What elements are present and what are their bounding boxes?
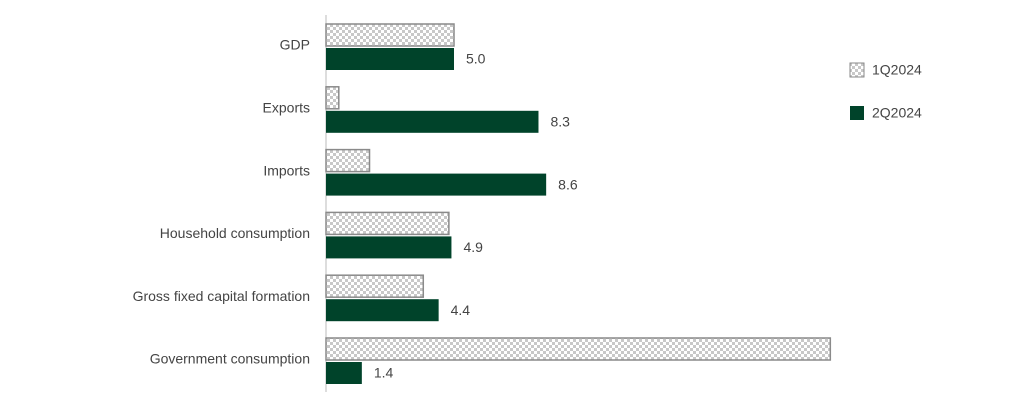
value-label: 5.0	[466, 51, 486, 67]
y-tick-label: Household consumption	[160, 225, 310, 241]
bar	[326, 299, 439, 322]
bar	[325, 148, 371, 173]
value-label: 1.4	[374, 365, 394, 381]
bar	[325, 274, 425, 298]
value-label: 4.9	[463, 239, 483, 255]
bar	[326, 236, 452, 259]
bar	[326, 48, 454, 70]
bar	[325, 337, 832, 361]
legend-swatch	[850, 106, 864, 120]
y-tick-label: Imports	[263, 162, 310, 178]
bar	[326, 362, 362, 384]
legend-label: 2Q2024	[872, 105, 922, 121]
value-label: 8.6	[558, 176, 578, 192]
y-tick-label: Exports	[263, 100, 310, 116]
legend-swatch	[849, 62, 865, 78]
bar	[326, 110, 539, 133]
bar	[325, 86, 340, 110]
bar	[325, 211, 450, 236]
value-label: 8.3	[550, 114, 570, 130]
legend-label: 1Q2024	[872, 62, 922, 78]
y-tick-label: GDP	[280, 37, 310, 53]
y-tick-label: Gross fixed capital formation	[133, 288, 310, 304]
value-label: 4.4	[451, 302, 471, 318]
y-tick-label: Government consumption	[150, 351, 310, 367]
bar	[326, 173, 547, 196]
bar	[325, 23, 455, 47]
